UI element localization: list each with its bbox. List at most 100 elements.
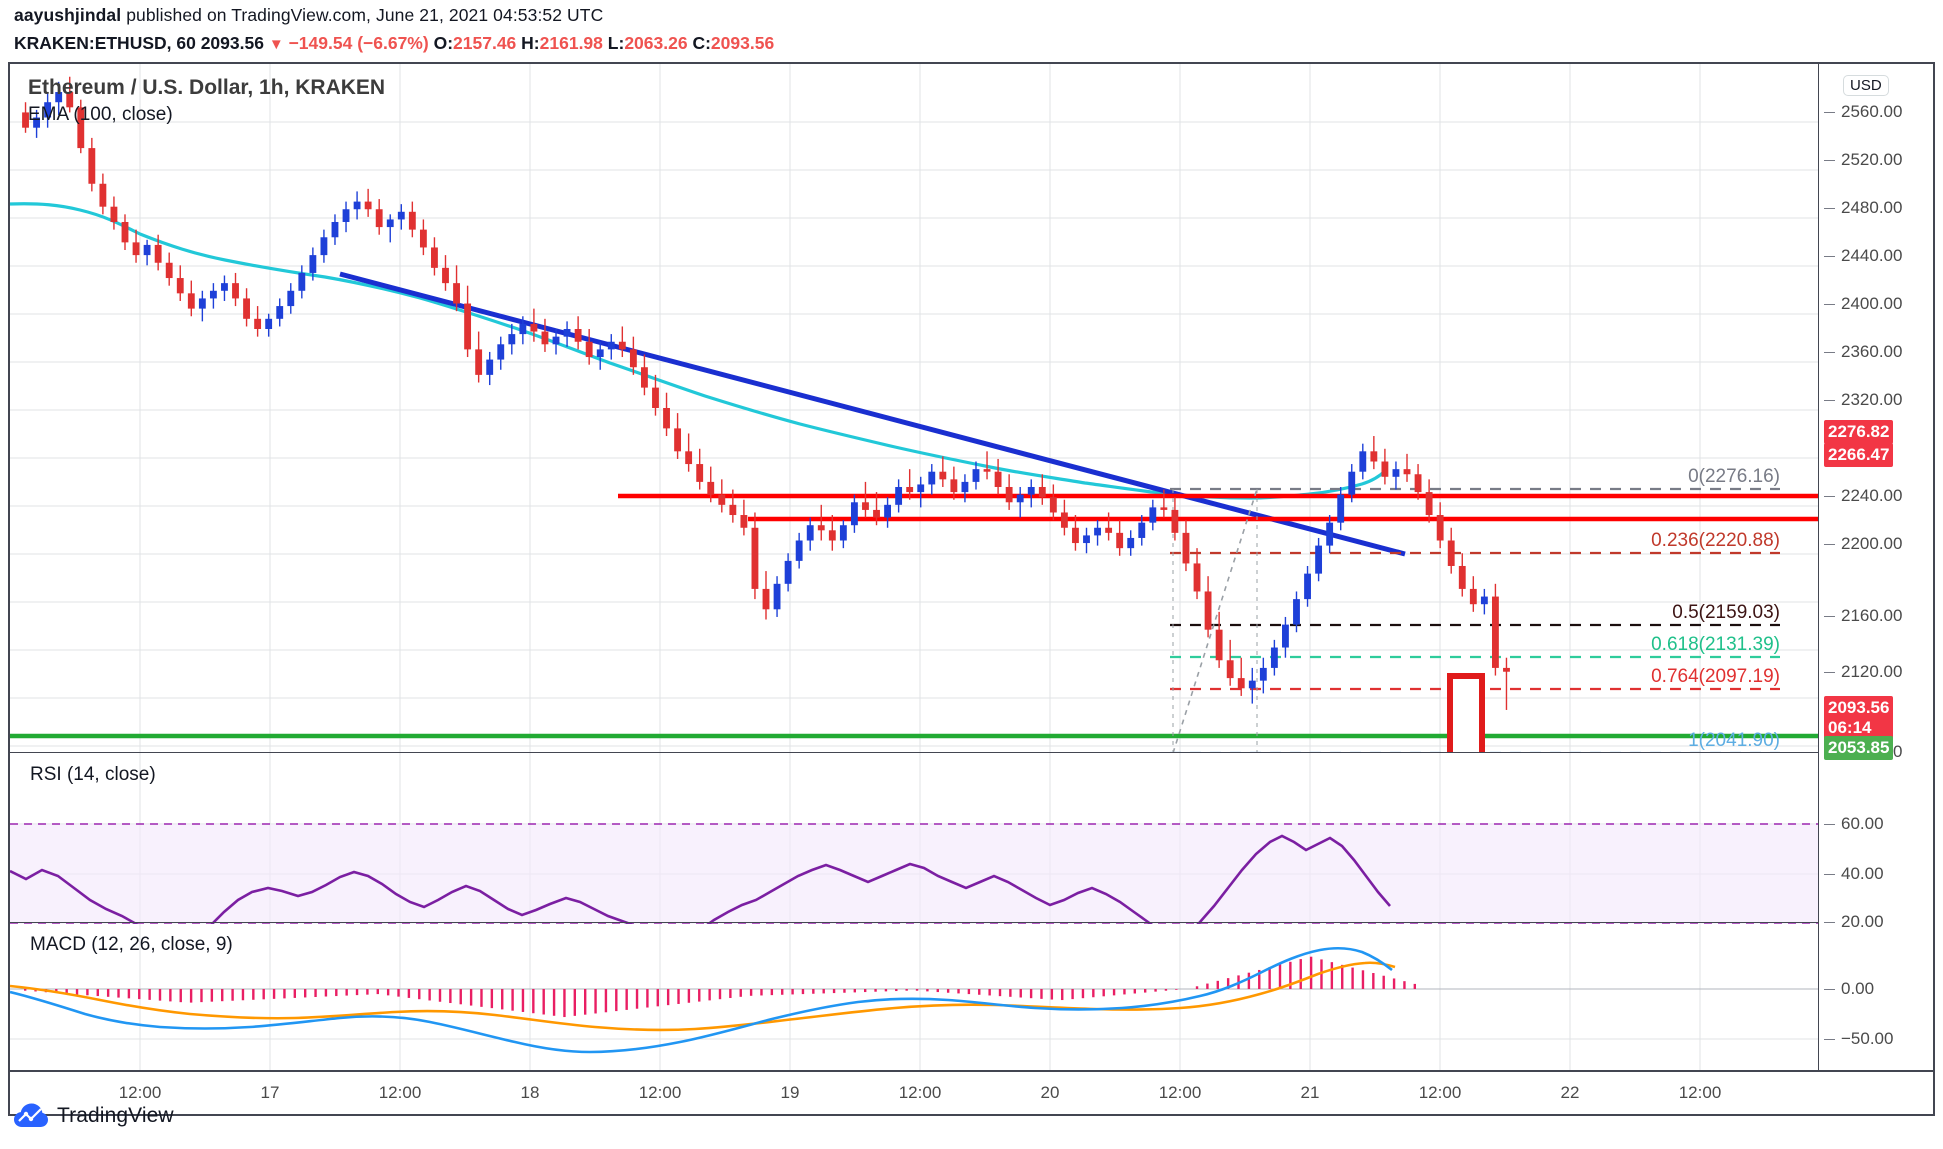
candle-body (574, 329, 582, 342)
candle-body (143, 244, 151, 256)
candle-body (1304, 573, 1311, 600)
fib-label-0: 0(2276.16) (1688, 466, 1780, 487)
candle-body (552, 336, 560, 345)
candle-body (1259, 667, 1267, 681)
candle-body (1027, 486, 1035, 495)
current-price-tag: 2093.56 06:14 (1824, 696, 1894, 740)
candle-body (563, 329, 571, 337)
candle-body (762, 588, 770, 610)
candle-body (1480, 596, 1488, 605)
candle-body (154, 244, 162, 263)
candle-body (817, 525, 825, 531)
candle-body (187, 293, 195, 309)
candle-body (895, 486, 903, 505)
candle-body (88, 148, 96, 184)
candle-body (1248, 680, 1256, 689)
rsi-tick-20: 20.00 (1841, 912, 1884, 931)
price-tag-2276: 2276.82 (1824, 420, 1894, 444)
published-text: published on TradingView.com, June 21, 2… (126, 5, 604, 25)
y-tick-2160: 2160.00 (1841, 606, 1903, 625)
candle-body (641, 367, 648, 388)
y-tick-2440: 2440.00 (1841, 246, 1903, 265)
candle-body (585, 341, 593, 358)
candle-body (364, 201, 372, 210)
fib-label-236: 0.236(2220.88) (1651, 530, 1780, 551)
candle-body (77, 107, 85, 149)
fib-label-618: 0.618(2131.39) (1651, 634, 1780, 655)
rsi-indicator-label[interactable]: RSI (14, close) (30, 764, 156, 785)
candle-body (784, 560, 792, 584)
candle-body (1425, 492, 1433, 516)
candle-body (287, 290, 295, 307)
candle-body (298, 272, 306, 291)
candle-body (1392, 469, 1400, 477)
candle-body (1116, 532, 1124, 549)
candle-body (1359, 451, 1367, 472)
close-label: C: (692, 33, 711, 53)
y-tick-2120: 2120.00 (1841, 662, 1903, 681)
y-tick-2400: 2400.00 (1841, 294, 1903, 313)
high-value: 2161.98 (539, 33, 603, 53)
rsi-line (10, 834, 1391, 924)
candle-body (1503, 667, 1510, 672)
candle-body (1038, 486, 1046, 498)
macd-tick-0: 0.00 (1841, 979, 1875, 998)
candle-body (276, 306, 284, 319)
candle-body (1414, 474, 1422, 493)
price-scale[interactable]: USD 2560.00 2520.00 2480.00 2440.00 2400… (1818, 64, 1933, 1070)
time-scale[interactable]: 12:00 17 12:00 18 12:00 19 12:00 20 12:0… (8, 1072, 1935, 1116)
candle-body (928, 471, 936, 485)
candle-body (1403, 469, 1411, 475)
candle-body (475, 349, 483, 375)
x-tick-8: 12:00 (1158, 1083, 1202, 1102)
publisher-line: aayushjindal published on TradingView.co… (14, 5, 603, 26)
macd-tick-n50: −50.00 (1841, 1029, 1894, 1048)
chart-frame: Ethereum / U.S. Dollar, 1h, KRAKEN EMA (… (8, 62, 1935, 1072)
candle-body (1282, 624, 1289, 648)
candle-body (806, 525, 814, 541)
candle-body (530, 323, 538, 332)
price-panel (10, 76, 1818, 752)
countdown-timer: 06:14 (1828, 718, 1872, 737)
tradingview-logo-icon (14, 1103, 48, 1127)
y-tick-2360: 2360.00 (1841, 342, 1903, 361)
candle-body (950, 479, 958, 493)
macd-indicator-label[interactable]: MACD (12, 26, close, 9) (30, 934, 233, 955)
candle-body (1049, 497, 1057, 513)
candle-body (1226, 660, 1234, 679)
candle-body (773, 583, 781, 610)
down-triangle-icon: ▼ (268, 36, 284, 53)
y-tick-2200: 2200.00 (1841, 534, 1903, 553)
macd-panel (10, 946, 1818, 1054)
candle-body (22, 112, 29, 128)
candle-body (1171, 509, 1179, 533)
candle-body (1182, 532, 1190, 564)
author-name: aayushjindal (14, 5, 122, 25)
price-change: −149.54 (288, 33, 353, 53)
candle-body (99, 183, 107, 207)
candle-body (1105, 527, 1113, 533)
currency-badge[interactable]: USD (1843, 75, 1889, 96)
x-tick-7: 20 (1040, 1083, 1060, 1102)
candle-body (663, 408, 670, 429)
candle-body (917, 484, 925, 493)
low-value: 2063.26 (624, 33, 688, 53)
candle-body (265, 318, 273, 330)
candle-body (431, 247, 438, 268)
candle-body (209, 290, 217, 299)
chart-plot-area[interactable]: Ethereum / U.S. Dollar, 1h, KRAKEN EMA (… (10, 64, 1818, 1070)
candle-body (1193, 563, 1201, 592)
price-tag-2266: 2266.47 (1824, 443, 1894, 467)
rsi-tick-40: 40.00 (1841, 864, 1884, 883)
macd-histogram (23, 956, 1417, 1018)
symbol-quote-line: KRAKEN:ETHUSD, 60 2093.56 ▼ −149.54 (−6.… (14, 33, 774, 54)
candle-body (121, 221, 129, 243)
ema-indicator-label[interactable]: EMA (100, close) (28, 104, 173, 125)
candle-body (1127, 537, 1135, 549)
y-tick-2520: 2520.00 (1841, 150, 1903, 169)
candle-body (1326, 522, 1334, 546)
rsi-panel-separator (10, 752, 1933, 753)
candle-body (55, 92, 63, 103)
candle-body (453, 283, 460, 304)
candle-body (1149, 507, 1157, 523)
